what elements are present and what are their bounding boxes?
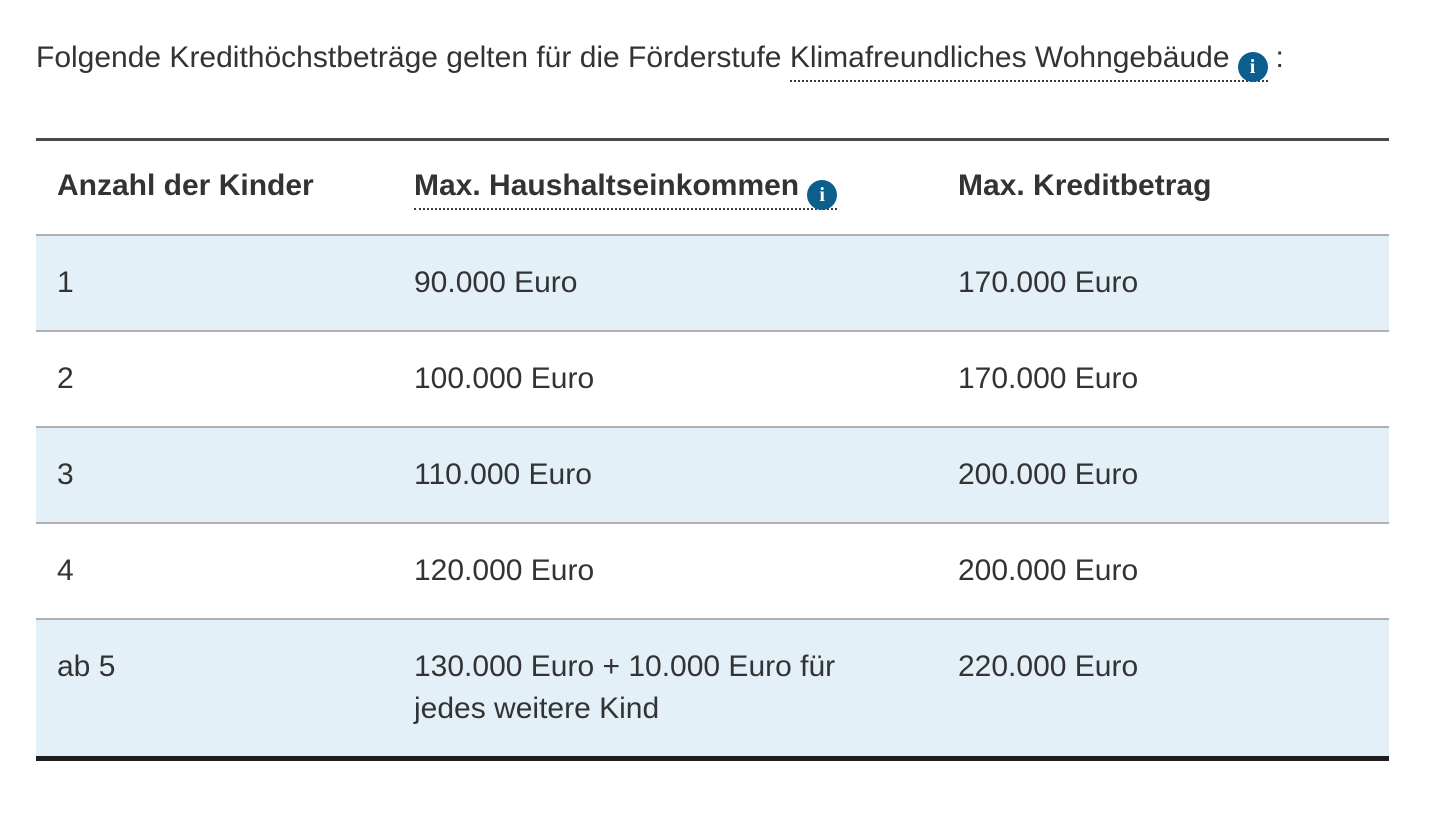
kreditbetraege-table: Anzahl der Kinder Max. Haushaltseinkomme… [36, 138, 1389, 761]
glossary-term-link[interactable]: Klimafreundliches Wohngebäude i [789, 41, 1268, 82]
column-header-anzahl-kinder: Anzahl der Kinder [36, 139, 393, 236]
cell-kredit: 220.000 Euro [937, 619, 1389, 759]
cell-einkommen: 90.000 Euro [393, 235, 937, 332]
column-header-kreditbetrag: Max. Kreditbetrag [937, 139, 1389, 236]
column-header-haushaltseinkommen: Max. Haushaltseinkommen i [393, 139, 937, 236]
glossary-term-label: Klimafreundliches Wohngebäude [789, 41, 1230, 74]
table-row: 1 90.000 Euro 170.000 Euro [36, 235, 1389, 332]
cell-kredit: 200.000 Euro [937, 427, 1389, 524]
table-row: 2 100.000 Euro 170.000 Euro [36, 331, 1389, 428]
cell-einkommen: 110.000 Euro [393, 427, 937, 524]
cell-kredit: 170.000 Euro [937, 235, 1389, 332]
haushaltseinkommen-glossary-link[interactable]: Max. Haushaltseinkommen i [414, 169, 838, 210]
haushaltseinkommen-label: Max. Haushaltseinkommen [414, 169, 800, 202]
cell-kinder: 4 [36, 523, 393, 620]
cell-einkommen: 100.000 Euro [393, 331, 937, 428]
cell-kinder: ab 5 [36, 619, 393, 759]
table-row: ab 5 130.000 Euro + 10.000 Euro für jede… [36, 619, 1389, 759]
cell-kredit: 170.000 Euro [937, 331, 1389, 428]
cell-kredit: 200.000 Euro [937, 523, 1389, 620]
intro-text-before: Folgende Kredithöchstbeträge gelten für … [36, 41, 782, 74]
intro-text: Folgende Kredithöchstbeträge gelten für … [36, 38, 1404, 82]
cell-kinder: 3 [36, 427, 393, 524]
cell-kinder: 2 [36, 331, 393, 428]
info-icon[interactable]: i [807, 180, 838, 210]
cell-kinder: 1 [36, 235, 393, 332]
info-icon[interactable]: i [1237, 52, 1268, 82]
intro-suffix: : [1275, 41, 1284, 74]
table-row: 3 110.000 Euro 200.000 Euro [36, 427, 1389, 524]
table-row: 4 120.000 Euro 200.000 Euro [36, 523, 1389, 620]
cell-einkommen: 130.000 Euro + 10.000 Euro für jedes wei… [393, 619, 937, 759]
cell-einkommen: 120.000 Euro [393, 523, 937, 620]
table-header-row: Anzahl der Kinder Max. Haushaltseinkomme… [36, 139, 1389, 236]
